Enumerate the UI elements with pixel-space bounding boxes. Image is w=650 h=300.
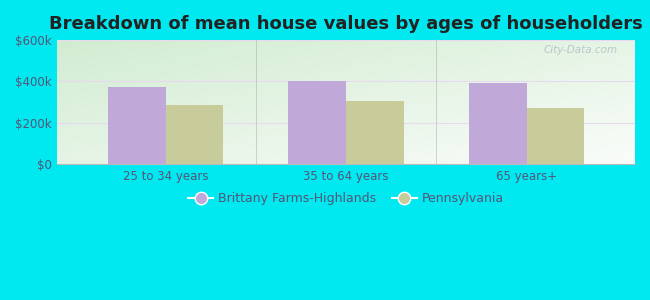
Bar [289,82,346,164]
Bar [526,108,584,164]
Bar [108,87,166,164]
Bar [166,105,224,164]
Title: Breakdown of mean house values by ages of householders: Breakdown of mean house values by ages o… [49,15,643,33]
Bar [346,101,404,164]
Legend: Brittany Farms-Highlands, Pennsylvania: Brittany Farms-Highlands, Pennsylvania [183,187,509,210]
Bar [469,82,526,164]
Text: City-Data.com: City-Data.com [543,45,618,55]
